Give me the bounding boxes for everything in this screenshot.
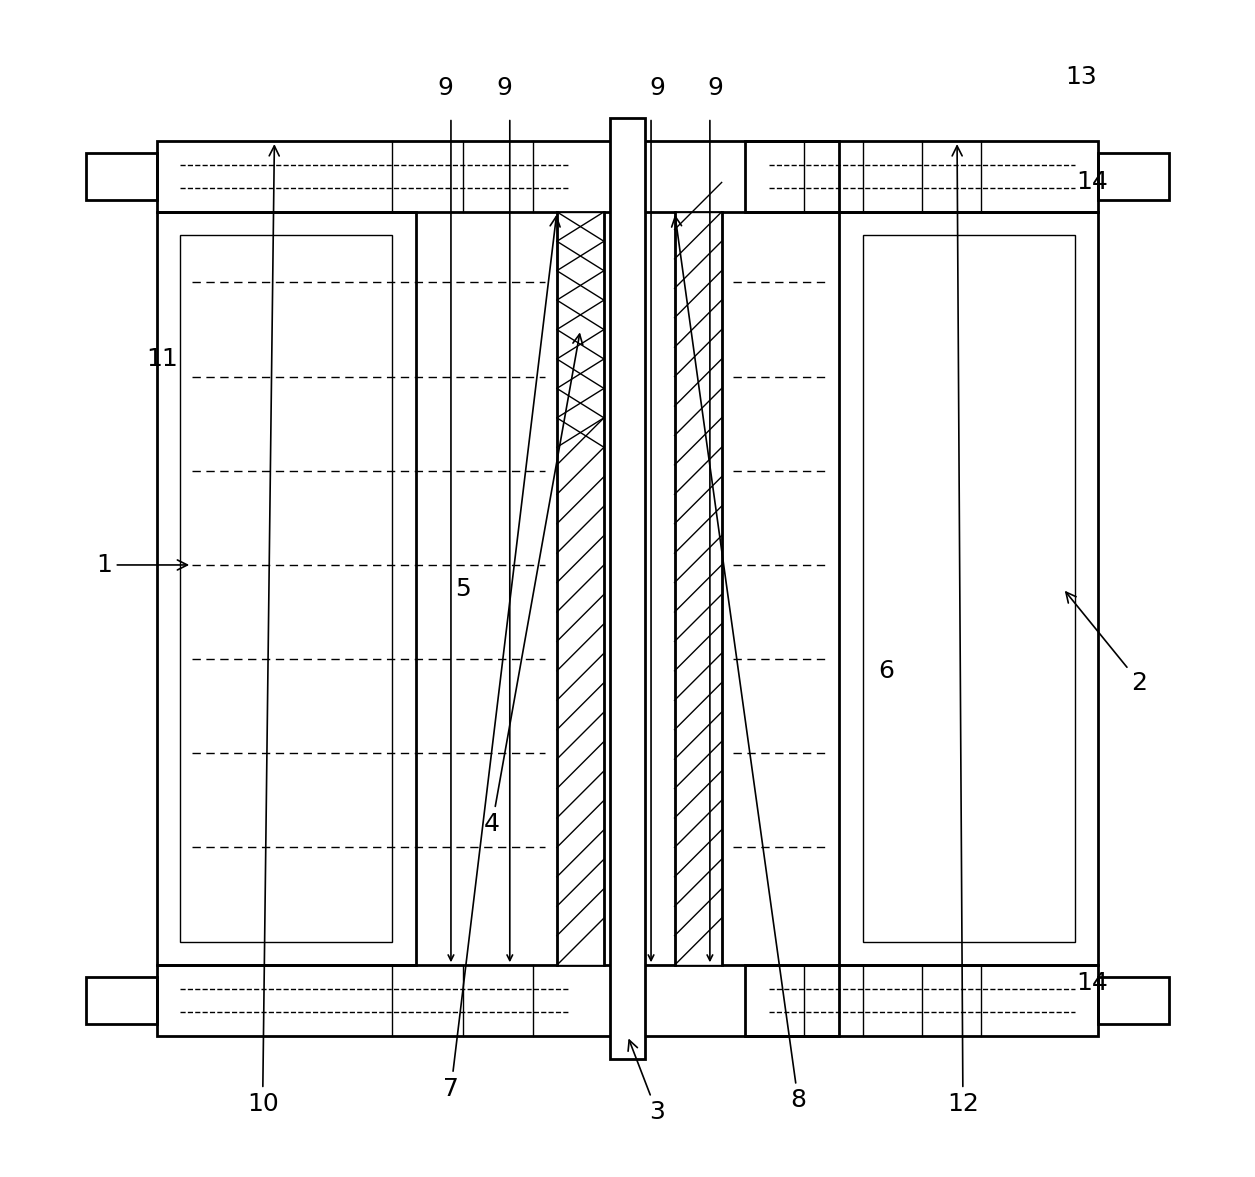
Bar — [1098, 153, 1168, 200]
Text: 13: 13 — [1064, 65, 1097, 88]
Text: 4: 4 — [484, 334, 582, 836]
Text: 8: 8 — [671, 217, 806, 1112]
Bar — [157, 965, 840, 1036]
Polygon shape — [675, 212, 722, 965]
Bar — [181, 235, 392, 942]
Bar — [1098, 977, 1168, 1024]
Text: 9: 9 — [708, 77, 724, 100]
Text: 9: 9 — [649, 77, 665, 100]
Bar — [87, 977, 157, 1024]
Bar — [87, 153, 157, 200]
Text: 14: 14 — [1077, 971, 1108, 995]
Bar — [610, 118, 645, 1059]
Text: 9: 9 — [437, 77, 453, 100]
Text: 5: 5 — [454, 577, 471, 600]
Text: 9: 9 — [496, 77, 512, 100]
Bar — [157, 141, 840, 212]
Bar — [745, 965, 1098, 1036]
Text: 12: 12 — [948, 146, 979, 1116]
Text: 2: 2 — [1065, 592, 1147, 694]
Text: 3: 3 — [628, 1040, 665, 1124]
Text: 11: 11 — [147, 347, 178, 371]
Bar — [157, 212, 415, 965]
Text: 14: 14 — [1077, 171, 1108, 194]
Bar — [863, 235, 1074, 942]
Text: 1: 1 — [95, 553, 187, 577]
Text: 7: 7 — [443, 217, 560, 1100]
Text: 10: 10 — [247, 146, 279, 1116]
Bar — [745, 141, 1098, 212]
Polygon shape — [557, 212, 604, 965]
Bar — [840, 212, 1098, 965]
Text: 6: 6 — [878, 659, 895, 683]
